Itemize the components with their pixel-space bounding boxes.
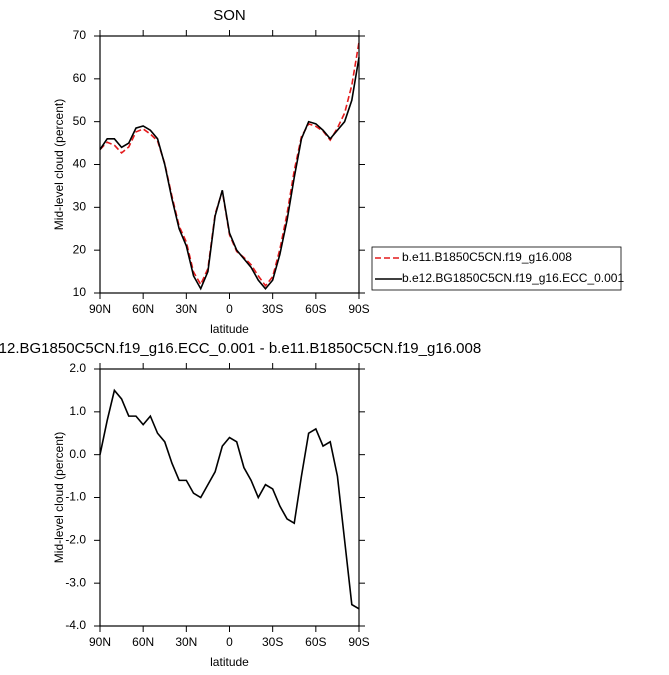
x-tick-label: 30S: [262, 302, 283, 316]
line: [99, 41, 360, 288]
x-tick-label: 60S: [305, 302, 326, 316]
x-tick-label: 60N: [132, 635, 154, 649]
x-tick-label: 60S: [305, 635, 326, 649]
y-tick-label: 1.0: [69, 404, 86, 418]
x-tick-label: 60N: [132, 302, 154, 316]
plot-frame: [99, 35, 360, 294]
x-tick-label: 90S: [348, 302, 369, 316]
y-tick-label: 50: [73, 114, 87, 128]
x-axis-label: latitude: [210, 322, 249, 336]
y-tick-label: 30: [73, 200, 87, 214]
x-tick-label: 90S: [348, 635, 369, 649]
chart-title: SON: [213, 7, 246, 24]
line: [99, 57, 360, 291]
plot-frame: [99, 368, 360, 627]
y-tick-label: 70: [73, 28, 87, 42]
y-tick-label: 60: [73, 71, 87, 85]
y-tick-label: 10: [73, 285, 87, 299]
legend-label: b.e12.BG1850C5CN.f19_g16.ECC_0.001: [402, 271, 624, 285]
y-axis-label: Mid-level cloud (percent): [52, 99, 66, 230]
y-tick-label: -3.0: [65, 575, 86, 589]
x-axis-label: latitude: [210, 655, 249, 669]
legend-label: b.e11.B1850C5CN.f19_g16.008: [402, 250, 572, 264]
x-tick-label: 30N: [175, 302, 197, 316]
x-tick-label: 0: [226, 302, 233, 316]
y-axis-label: Mid-level cloud (percent): [52, 432, 66, 563]
legend-box: [371, 246, 622, 291]
y-tick-label: -2.0: [65, 533, 86, 547]
y-tick-label: 20: [73, 242, 87, 256]
chart-title: b.e12.BG1850C5CN.f19_g16.ECC_0.001 - b.e…: [0, 340, 481, 357]
x-tick-label: 90N: [89, 302, 111, 316]
line: [99, 388, 360, 610]
y-tick-label: -4.0: [65, 618, 86, 632]
y-tick-label: 2.0: [69, 361, 86, 375]
x-tick-label: 0: [226, 635, 233, 649]
x-tick-label: 90N: [89, 635, 111, 649]
x-tick-label: 30N: [175, 635, 197, 649]
y-tick-label: 0.0: [69, 447, 86, 461]
y-tick-label: 40: [73, 157, 87, 171]
y-tick-label: -1.0: [65, 490, 86, 504]
x-tick-label: 30S: [262, 635, 283, 649]
